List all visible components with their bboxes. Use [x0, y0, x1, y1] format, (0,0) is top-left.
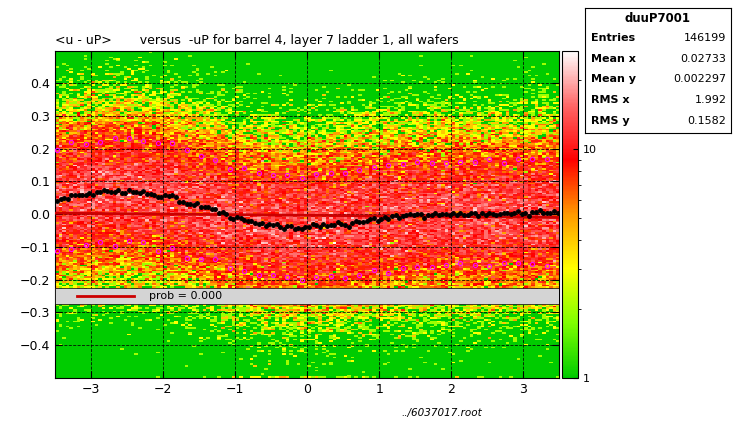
Text: 0.02733: 0.02733 — [681, 54, 726, 64]
Text: duuP7001: duuP7001 — [625, 12, 691, 25]
Text: 1.992: 1.992 — [695, 95, 726, 105]
Text: Mean y: Mean y — [591, 74, 636, 84]
Text: 0.002297: 0.002297 — [673, 74, 726, 84]
Text: <u - uP>       versus  -uP for barrel 4, layer 7 ladder 1, all wafers: <u - uP> versus -uP for barrel 4, layer … — [55, 34, 459, 47]
Text: 146199: 146199 — [684, 33, 726, 43]
Text: RMS x: RMS x — [591, 95, 629, 105]
Bar — [55, 288, 559, 304]
Text: RMS y: RMS y — [591, 116, 629, 125]
Text: 0.1582: 0.1582 — [687, 116, 726, 125]
Text: prob = 0.000: prob = 0.000 — [149, 291, 222, 301]
Text: Entries: Entries — [591, 33, 635, 43]
Text: ../6037017.root: ../6037017.root — [401, 408, 482, 418]
Text: Mean x: Mean x — [591, 54, 636, 64]
